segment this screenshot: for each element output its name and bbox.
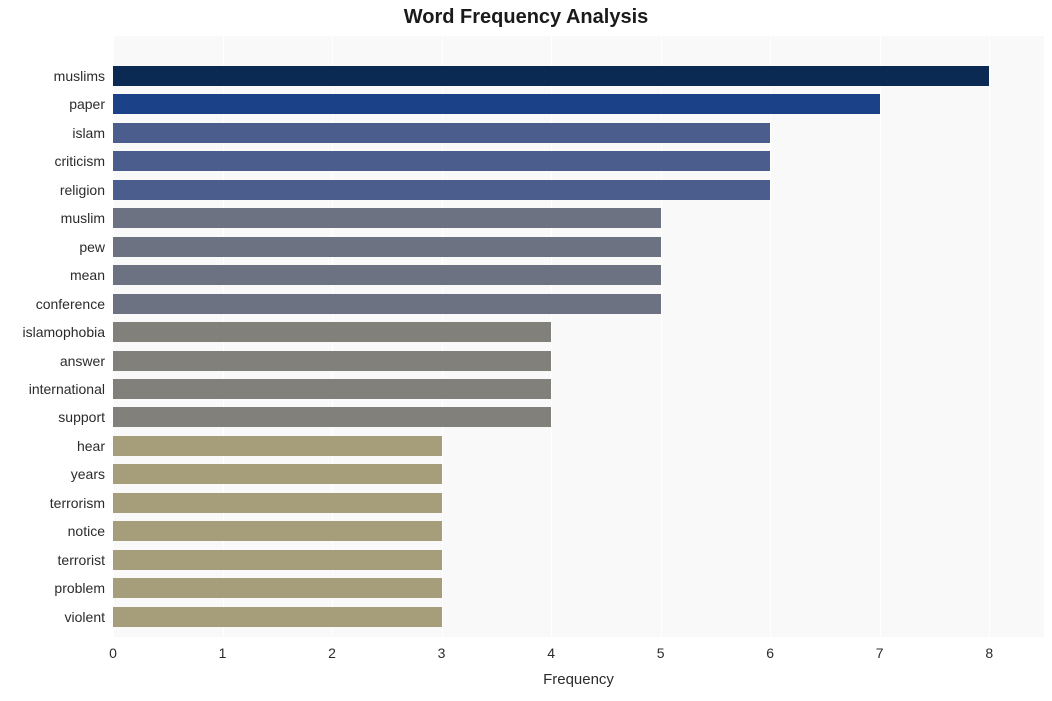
- x-axis-label: Frequency: [543, 671, 614, 688]
- bar: [113, 379, 551, 399]
- y-tick-label: mean: [70, 267, 105, 283]
- y-tick-label: hear: [77, 438, 105, 454]
- bar: [113, 180, 770, 200]
- y-tick-label: paper: [69, 96, 105, 112]
- bar: [113, 151, 770, 171]
- bar: [113, 208, 661, 228]
- x-tick-label: 6: [766, 645, 774, 661]
- bar: [113, 578, 442, 598]
- y-tick-label: notice: [68, 523, 105, 539]
- y-tick-label: terrorist: [58, 552, 105, 568]
- bar: [113, 436, 442, 456]
- y-tick-label: islam: [72, 125, 105, 141]
- x-tick-label: 3: [438, 645, 446, 661]
- x-tick-label: 1: [219, 645, 227, 661]
- y-tick-label: muslim: [61, 210, 105, 226]
- x-tick-label: 5: [657, 645, 665, 661]
- bar: [113, 322, 551, 342]
- y-tick-label: muslims: [54, 68, 105, 84]
- y-tick-label: pew: [79, 239, 105, 255]
- x-tick-label: 7: [876, 645, 884, 661]
- y-tick-label: criticism: [54, 153, 105, 169]
- y-tick-label: support: [58, 409, 105, 425]
- y-tick-label: conference: [36, 296, 105, 312]
- word-frequency-chart: Word Frequency Analysis Frequency 0 1 2 3 4 5…: [0, 0, 1052, 701]
- bar: [113, 521, 442, 541]
- bar: [113, 123, 770, 143]
- x-tick-label: 8: [985, 645, 993, 661]
- grid-line: [989, 36, 990, 637]
- bar: [113, 407, 551, 427]
- bar: [113, 464, 442, 484]
- grid-line: [880, 36, 881, 637]
- bar: [113, 294, 661, 314]
- y-tick-label: problem: [54, 580, 105, 596]
- grid-line: [770, 36, 771, 637]
- y-tick-label: violent: [65, 609, 105, 625]
- y-tick-label: islamophobia: [23, 324, 106, 340]
- x-tick-label: 2: [328, 645, 336, 661]
- x-tick-label: 4: [547, 645, 555, 661]
- x-tick-label: 0: [109, 645, 117, 661]
- y-tick-label: terrorism: [50, 495, 105, 511]
- bar: [113, 550, 442, 570]
- y-tick-label: international: [29, 381, 105, 397]
- bar: [113, 351, 551, 371]
- y-tick-label: years: [71, 466, 105, 482]
- chart-title: Word Frequency Analysis: [0, 6, 1052, 29]
- bar: [113, 94, 880, 114]
- plot-area: [113, 36, 1044, 637]
- bar: [113, 607, 442, 627]
- bar: [113, 265, 661, 285]
- bar: [113, 493, 442, 513]
- bar: [113, 237, 661, 257]
- y-tick-label: answer: [60, 353, 105, 369]
- y-tick-label: religion: [60, 182, 105, 198]
- bar: [113, 66, 989, 86]
